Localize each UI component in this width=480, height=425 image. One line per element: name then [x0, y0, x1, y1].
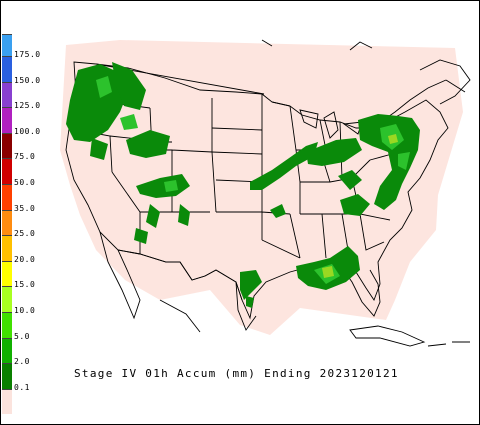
- legend-label-10: 10.0: [14, 306, 36, 315]
- baja: [99, 231, 141, 320]
- legend-label-7: 25.0: [14, 229, 36, 239]
- legend-swatch-6: [2, 184, 12, 210]
- map-caption: Stage IV 01h Accum (mm) Ending 202312012…: [74, 367, 399, 380]
- legend-label-12: 2.0: [14, 357, 30, 367]
- legend-swatch-3: [2, 107, 12, 133]
- legend-swatch-7: [2, 209, 12, 236]
- florida: [339, 264, 381, 317]
- legend-swatch-12: [2, 337, 12, 364]
- cuba: [349, 325, 426, 347]
- great-lakes: [299, 109, 381, 139]
- legend-swatch-14: [2, 388, 12, 415]
- legend-label-13: 0.1: [14, 382, 30, 392]
- legend-swatch-11: [2, 312, 12, 338]
- legend-swatch-13: [2, 363, 12, 389]
- precip-heavy: [322, 134, 398, 278]
- mexico-border: [117, 249, 243, 301]
- caribbean: [427, 341, 470, 347]
- ne-canada: [261, 39, 471, 105]
- precip-legend: 175.0 150.0 125.0 100.0 75.0 50.0 35.0 2…: [2, 34, 40, 416]
- legend-label-4: 75.0: [14, 152, 36, 162]
- legend-label-6: 35.0: [14, 203, 36, 213]
- precip-light: [66, 62, 420, 308]
- legend-swatch-4: [2, 132, 12, 159]
- mexico-coast: [159, 281, 257, 333]
- legend-swatch-8: [2, 235, 12, 261]
- legend-label-3: 100.0: [14, 126, 41, 136]
- legend-label-1: 150.0: [14, 75, 41, 85]
- legend-label-2: 125.0: [14, 101, 41, 111]
- legend-label-9: 15.0: [14, 280, 36, 290]
- legend-label-11: 5.0: [14, 331, 30, 341]
- legend-swatch-0: [2, 34, 12, 56]
- legend-swatch-5: [2, 158, 12, 184]
- legend-swatch-2: [2, 81, 12, 108]
- boundaries: [65, 39, 471, 347]
- legend-swatch-9: [2, 260, 12, 287]
- legend-label-8: 20.0: [14, 254, 36, 264]
- legend-swatch-10: [2, 286, 12, 312]
- legend-label-5: 50.0: [14, 178, 36, 187]
- legend-label-0: 175.0: [14, 50, 41, 59]
- legend-swatch-1: [2, 56, 12, 82]
